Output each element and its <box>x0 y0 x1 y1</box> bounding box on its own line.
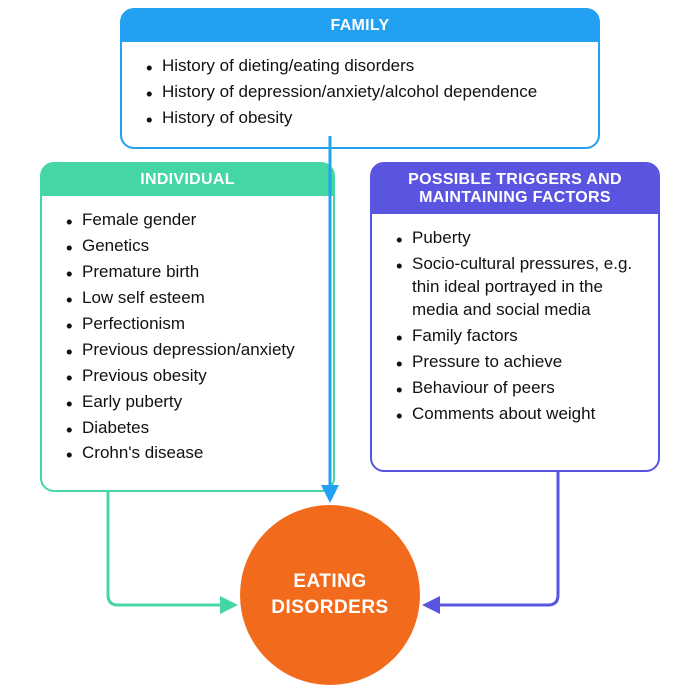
list-item: Behaviour of peers <box>392 377 644 400</box>
list-item: Early puberty <box>62 391 319 414</box>
family-box: FAMILY History of dieting/eating disorde… <box>120 8 600 149</box>
list-item: History of depression/anxiety/alcohol de… <box>142 81 584 104</box>
list-item: History of obesity <box>142 107 584 130</box>
list-item: Premature birth <box>62 261 319 284</box>
eating-disorders-circle: EATING DISORDERS <box>240 505 420 685</box>
list-item: Perfectionism <box>62 313 319 336</box>
family-header: FAMILY <box>122 10 598 42</box>
list-item: Pressure to achieve <box>392 351 644 374</box>
list-item: Crohn's disease <box>62 442 319 465</box>
triggers-body: Puberty Socio-cultural pressures, e.g. t… <box>372 214 658 443</box>
list-item: Socio-cultural pressures, e.g. thin idea… <box>392 253 644 322</box>
list-item: Family factors <box>392 325 644 348</box>
triggers-box: POSSIBLE TRIGGERS AND MAINTAINING FACTOR… <box>370 162 660 472</box>
list-item: Puberty <box>392 227 644 250</box>
family-list: History of dieting/eating disorders Hist… <box>136 55 584 130</box>
individual-box: INDIVIDUAL Female gender Genetics Premat… <box>40 162 335 492</box>
connector-individual <box>108 492 235 605</box>
triggers-list: Puberty Socio-cultural pressures, e.g. t… <box>386 227 644 426</box>
individual-list: Female gender Genetics Premature birth L… <box>56 209 319 465</box>
list-item: Comments about weight <box>392 403 644 426</box>
circle-line2: DISORDERS <box>271 597 388 618</box>
circle-label: EATING DISORDERS <box>271 569 388 620</box>
triggers-header: POSSIBLE TRIGGERS AND MAINTAINING FACTOR… <box>372 164 658 214</box>
list-item: Previous obesity <box>62 365 319 388</box>
list-item: Previous depression/anxiety <box>62 339 319 362</box>
circle-line1: EATING <box>293 571 366 592</box>
individual-title: INDIVIDUAL <box>140 171 235 188</box>
list-item: Diabetes <box>62 417 319 440</box>
list-item: Low self esteem <box>62 287 319 310</box>
list-item: Genetics <box>62 235 319 258</box>
list-item: Female gender <box>62 209 319 232</box>
individual-header: INDIVIDUAL <box>42 164 333 196</box>
list-item: History of dieting/eating disorders <box>142 55 584 78</box>
family-body: History of dieting/eating disorders Hist… <box>122 42 598 147</box>
connector-triggers <box>425 472 558 605</box>
individual-body: Female gender Genetics Premature birth L… <box>42 196 333 482</box>
triggers-title: POSSIBLE TRIGGERS AND MAINTAINING FACTOR… <box>408 171 622 206</box>
family-title: FAMILY <box>331 17 390 34</box>
